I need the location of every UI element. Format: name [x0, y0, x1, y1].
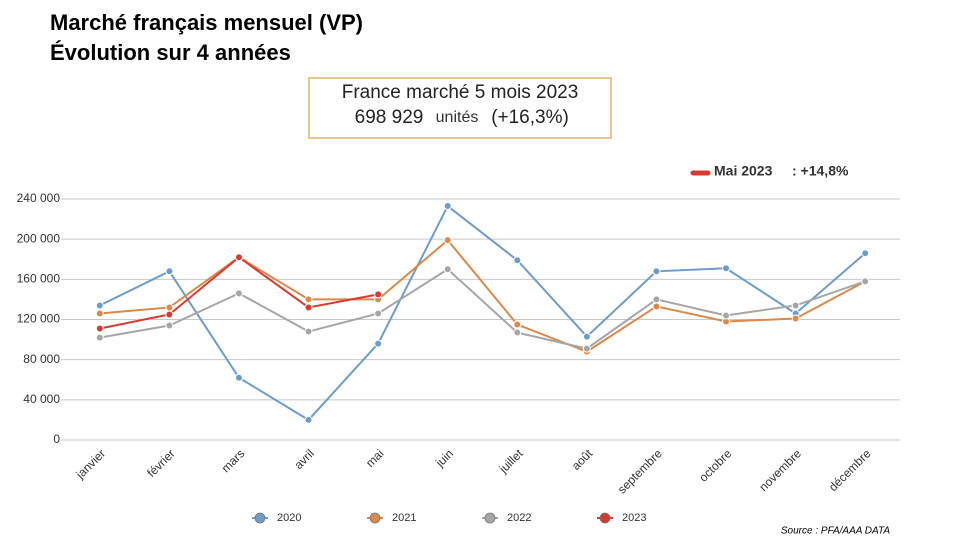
- series-line: [99, 204, 866, 422]
- legend-marker: [369, 512, 381, 524]
- legend-marker: [599, 512, 611, 524]
- x-tick-label: novembre: [756, 446, 804, 494]
- callout-total: 698 929: [355, 107, 424, 128]
- legend-label: 2023: [622, 512, 646, 524]
- data-point: [513, 256, 522, 265]
- data-point: [304, 303, 313, 312]
- data-point: [513, 328, 522, 337]
- y-tick-label: 120 000: [17, 312, 61, 326]
- series-line: [99, 268, 866, 350]
- data-point: [234, 373, 243, 382]
- x-tick-label: mars: [219, 446, 248, 475]
- x-tick-label: mai: [363, 446, 387, 470]
- data-point: [165, 303, 174, 312]
- data-point: [234, 253, 243, 262]
- legend-label: 2022: [507, 512, 531, 524]
- data-point: [374, 339, 383, 348]
- data-point: [234, 289, 243, 298]
- legend-label: 2020: [277, 512, 301, 524]
- callout-unit: unités: [436, 109, 479, 126]
- legend-label: 2021: [392, 512, 416, 524]
- data-point: [443, 265, 452, 274]
- series-line: [99, 238, 866, 353]
- y-tick-label: 40 000: [23, 392, 60, 406]
- data-point: [443, 236, 452, 245]
- source: Source : PFA/AAA DATA: [781, 526, 890, 537]
- data-point: [582, 344, 591, 353]
- data-point: [165, 310, 174, 319]
- data-point: [652, 295, 661, 304]
- data-point: [861, 249, 870, 258]
- x-tick-label: janvier: [73, 446, 109, 482]
- data-point: [304, 415, 313, 424]
- data-point: [165, 321, 174, 330]
- legend-marker: [254, 512, 266, 524]
- data-point: [791, 301, 800, 310]
- y-tick-label: 240 000: [17, 191, 61, 205]
- x-tick-label: décembre: [826, 446, 874, 494]
- data-point: [304, 327, 313, 336]
- callout-heading: France marché 5 mois 2023: [342, 82, 579, 103]
- x-tick-label: février: [144, 446, 177, 479]
- legend-marker: [484, 512, 496, 524]
- data-point: [443, 202, 452, 211]
- x-tick-label: août: [569, 446, 596, 473]
- y-tick-label: 200 000: [17, 231, 61, 245]
- chart-title: Marché français mensuel (VP): [50, 10, 363, 35]
- chart-subtitle: Évolution sur 4 années: [50, 40, 291, 65]
- data-point: [374, 309, 383, 318]
- x-tick-label: avril: [291, 446, 316, 471]
- data-point: [374, 290, 383, 299]
- x-tick-label: octobre: [696, 446, 734, 484]
- data-point: [652, 302, 661, 311]
- data-point: [861, 277, 870, 286]
- data-point: [722, 264, 731, 273]
- data-point: [95, 309, 104, 318]
- x-tick-label: juillet: [496, 446, 526, 476]
- data-point: [304, 295, 313, 304]
- x-tick-label: septembre: [615, 446, 665, 496]
- data-point: [582, 332, 591, 341]
- annotation-change: : +14,8%: [792, 163, 849, 179]
- callout-change: (+16,3%): [491, 107, 569, 128]
- y-tick-label: 160 000: [17, 272, 61, 286]
- x-tick-label: juin: [432, 446, 456, 470]
- data-point: [513, 320, 522, 329]
- y-tick-label: 80 000: [23, 352, 60, 366]
- y-tick-label: 0: [53, 432, 60, 446]
- data-point: [722, 311, 731, 320]
- data-point: [95, 333, 104, 342]
- annotation-label: Mai 2023: [714, 163, 773, 179]
- data-point: [791, 314, 800, 323]
- callout-box: [308, 77, 612, 139]
- data-point: [165, 267, 174, 276]
- data-point: [95, 324, 104, 333]
- data-point: [95, 301, 104, 310]
- data-point: [652, 267, 661, 276]
